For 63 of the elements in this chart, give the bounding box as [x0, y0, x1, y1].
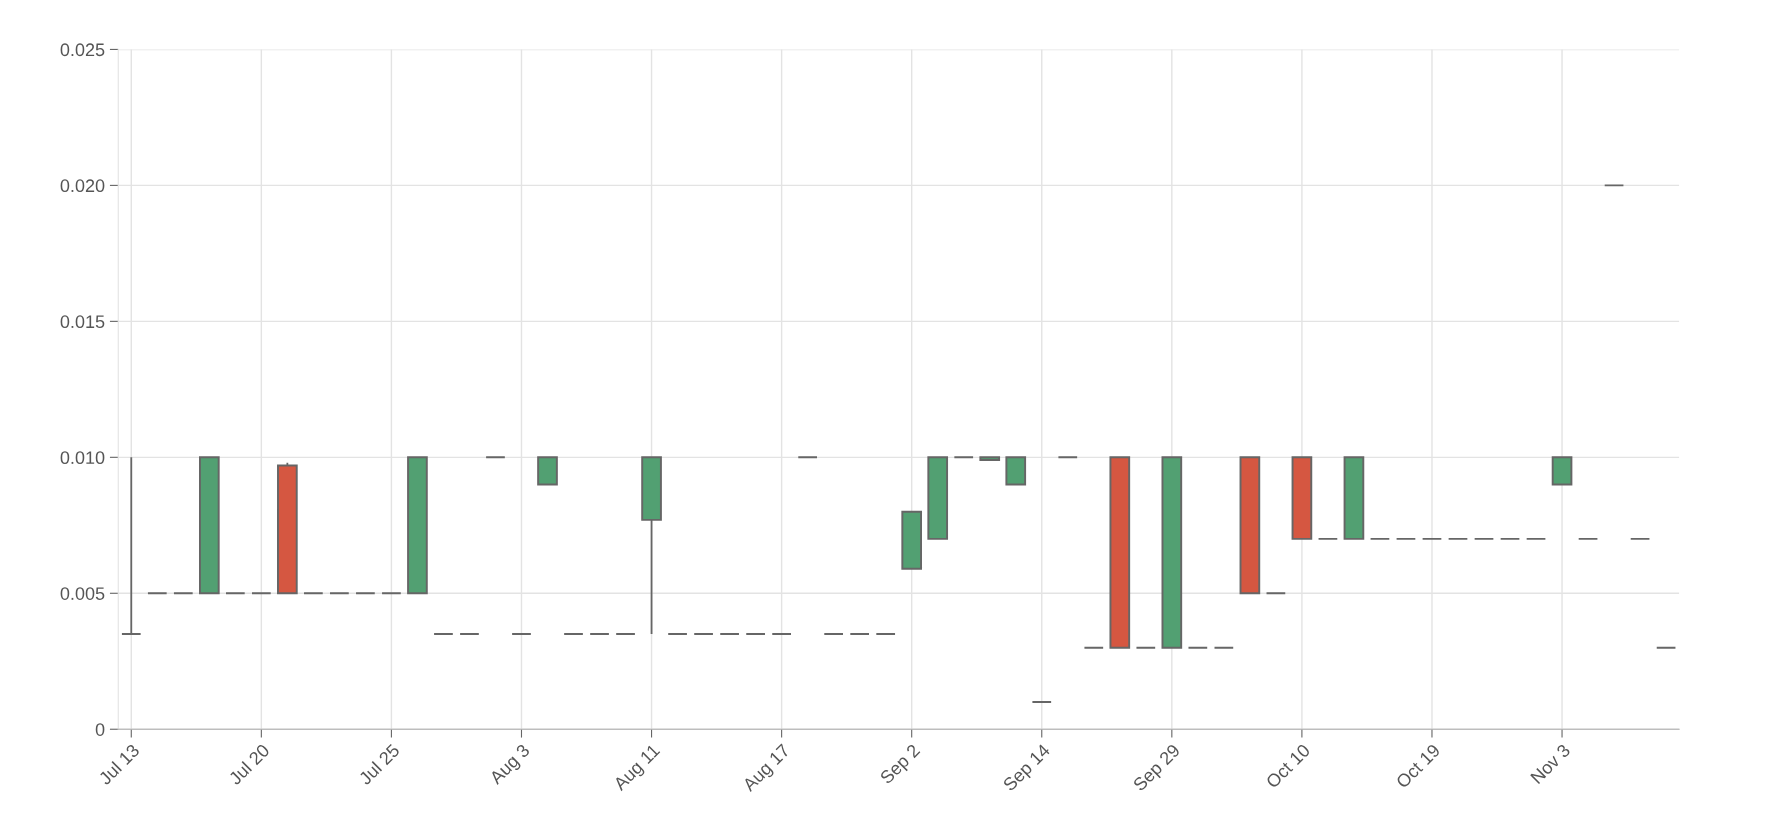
- candlestick: [355, 592, 376, 595]
- candlestick: [172, 592, 194, 595]
- candlestick: [1135, 646, 1157, 649]
- candlestick: [251, 592, 272, 595]
- candlestick: [797, 456, 818, 459]
- y-tick-label: 0: [95, 723, 105, 736]
- x-tick-label: Jul 25: [357, 742, 401, 786]
- candlestick: [953, 456, 975, 459]
- candlestick: [1265, 592, 1287, 595]
- candlestick: [667, 633, 688, 636]
- candlestick: [459, 633, 480, 636]
- x-tick-label: Oct 19: [1395, 743, 1441, 789]
- candlestick: [1603, 184, 1625, 187]
- x-tick-label: Sep 29: [1132, 743, 1184, 795]
- y-tick-label: 0.025: [60, 43, 105, 57]
- candlestick: [1369, 537, 1391, 540]
- candlestick: [1395, 537, 1417, 540]
- candlestick: [1057, 456, 1079, 459]
- x-tick-label: Aug 17: [741, 743, 793, 795]
- candlestick: [1031, 701, 1053, 704]
- x-tick-label: Aug 3: [488, 743, 533, 788]
- candlestick: [1447, 537, 1469, 540]
- candlestick: [381, 592, 402, 595]
- x-tick-label: Jul 20: [227, 742, 271, 786]
- candlestick: [589, 633, 610, 636]
- candlestick: [1525, 537, 1547, 540]
- candlestick: [875, 633, 897, 636]
- candlestick: [1655, 646, 1677, 649]
- candlestick: [615, 633, 636, 636]
- x-tick-label: Aug 11: [612, 743, 663, 794]
- candlestick: [771, 633, 792, 636]
- candlestick: [823, 633, 844, 636]
- candlestick: [563, 633, 584, 636]
- candlestick: [433, 633, 454, 636]
- x-tick-label: Sep 2: [879, 743, 923, 788]
- y-tick-label: 0.015: [60, 315, 105, 329]
- candlestick: [1187, 646, 1209, 649]
- y-tick-label: 0.010: [60, 451, 105, 465]
- candlestick: [303, 592, 324, 595]
- candlestick: [849, 633, 870, 636]
- y-tick-label: 0.005: [60, 587, 105, 600]
- x-tick-label: Oct 10: [1265, 743, 1311, 789]
- candlestick: [1213, 646, 1235, 649]
- candlestick: [745, 633, 766, 636]
- candlestick: [1421, 537, 1443, 540]
- candlestick: [485, 456, 506, 459]
- candlestick: [120, 456, 142, 636]
- candlestick: [225, 592, 246, 595]
- x-tick-label: Jul 13: [97, 742, 141, 786]
- candlestick: [329, 592, 350, 595]
- y-tick-label: 0.020: [60, 179, 105, 193]
- candlestick: [693, 633, 714, 636]
- candlestick: [1629, 537, 1651, 540]
- candlestick: [1317, 537, 1339, 540]
- candlestick: [511, 633, 532, 636]
- x-tick-label: Nov 3: [1530, 743, 1571, 785]
- candlestick: [146, 592, 168, 595]
- candlestick: [1473, 537, 1495, 540]
- candlestick: [1577, 537, 1599, 540]
- candlestick: [1499, 537, 1521, 540]
- candlestick: [1083, 646, 1105, 649]
- x-tick-label: Sep 14: [1002, 743, 1054, 795]
- candlestick: [719, 633, 740, 636]
